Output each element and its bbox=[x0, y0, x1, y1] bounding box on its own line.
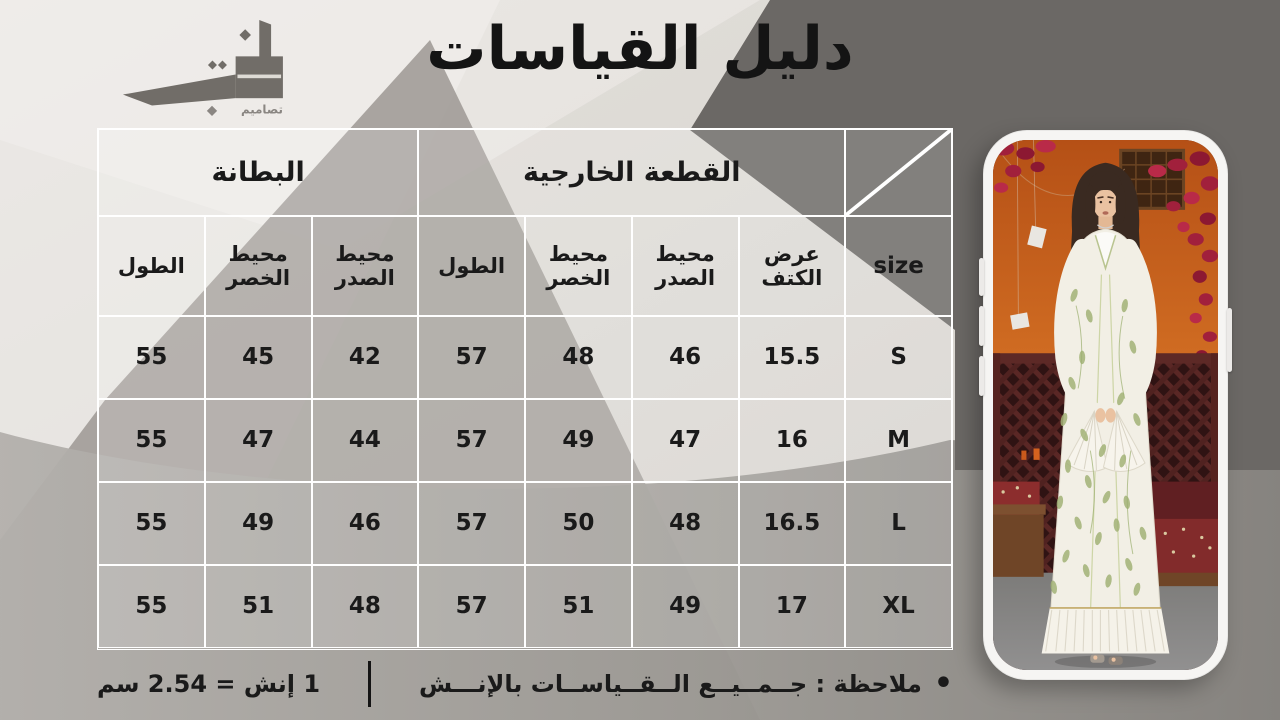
cell-l-lining-length: 55 bbox=[98, 482, 205, 565]
col-header-lining-length: الطول bbox=[98, 216, 205, 316]
phone-mockup bbox=[979, 130, 1232, 680]
cell-xl-outer-length: 57 bbox=[418, 565, 525, 648]
phone-volume-button bbox=[979, 258, 984, 296]
cell-l-lining-waist: 49 bbox=[204, 482, 312, 565]
cell-m-lining-waist: 47 bbox=[204, 399, 312, 482]
cell-s-size: S bbox=[845, 316, 952, 399]
cell-xl-lining-length: 55 bbox=[98, 565, 205, 648]
cell-m-outer-waist: 49 bbox=[525, 399, 632, 482]
cell-xl-lining-chest: 48 bbox=[311, 565, 419, 648]
cell-xl-lining-waist: 51 bbox=[204, 565, 312, 648]
col-header-lining-chest: محيط الصدر bbox=[311, 216, 419, 316]
cell-xl-shoulder: 17 bbox=[738, 565, 846, 648]
cell-m-shoulder: 16 bbox=[738, 399, 846, 482]
phone-mute-button bbox=[979, 356, 984, 396]
measurement-note: • ملاحظة : جــمــيــع الــقــياســات بال… bbox=[97, 658, 953, 710]
cell-s-lining-length: 55 bbox=[98, 316, 205, 399]
col-header-outer-waist: محيط الخصر bbox=[525, 216, 632, 316]
cell-l-outer-length: 57 bbox=[418, 482, 525, 565]
inch-conversion-text: 1 إنش = 2.54 سم bbox=[97, 670, 321, 698]
col-header-outer-chest: محيط الصدر bbox=[631, 216, 739, 316]
model-photo-illustration bbox=[993, 140, 1218, 670]
cell-xl-outer-chest: 49 bbox=[631, 565, 739, 648]
group-header-outer-piece: القطعة الخارجية bbox=[418, 129, 846, 216]
col-header-shoulder-width: عرض الكتف bbox=[738, 216, 846, 316]
cell-m-lining-chest: 44 bbox=[311, 399, 419, 482]
phone-power-button bbox=[1227, 308, 1232, 372]
cell-s-lining-chest: 42 bbox=[311, 316, 419, 399]
col-header-outer-length: الطول bbox=[418, 216, 525, 316]
cell-xl-size: XL bbox=[845, 565, 952, 648]
cell-m-lining-length: 55 bbox=[98, 399, 205, 482]
size-table: البطانة القطعة الخارجية الطول محيط الخصر… bbox=[97, 128, 953, 650]
cell-l-outer-waist: 50 bbox=[525, 482, 632, 565]
diagonal-line-icon bbox=[846, 130, 951, 215]
page-title: دليل القياسات bbox=[426, 14, 854, 84]
model-photo bbox=[993, 140, 1218, 670]
brand-logo: طيف تصاميم bbox=[112, 20, 312, 120]
bullet-icon: • bbox=[933, 666, 953, 701]
logo-wordmark-icon: تصاميم bbox=[122, 20, 283, 117]
col-header-size: size bbox=[845, 216, 952, 316]
cell-l-lining-chest: 46 bbox=[311, 482, 419, 565]
note-separator bbox=[368, 661, 372, 707]
cell-xl-outer-waist: 51 bbox=[525, 565, 632, 648]
col-header-lining-waist: محيط الخصر bbox=[204, 216, 312, 316]
cell-l-shoulder: 16.5 bbox=[738, 482, 846, 565]
note-text: ملاحظة : جــمــيــع الــقــياســات بالإن… bbox=[418, 670, 922, 698]
cell-m-outer-chest: 47 bbox=[631, 399, 739, 482]
cell-m-size: M bbox=[845, 399, 952, 482]
diagonal-corner-cell bbox=[845, 129, 952, 216]
cell-s-lining-waist: 45 bbox=[204, 316, 312, 399]
cell-l-outer-chest: 48 bbox=[631, 482, 739, 565]
cell-s-shoulder: 15.5 bbox=[738, 316, 846, 399]
phone-volume-button bbox=[979, 306, 984, 346]
cell-s-outer-chest: 46 bbox=[631, 316, 739, 399]
group-header-lining: البطانة bbox=[98, 129, 419, 216]
cell-s-outer-length: 57 bbox=[418, 316, 525, 399]
cell-l-size: L bbox=[845, 482, 952, 565]
cell-s-outer-waist: 48 bbox=[525, 316, 632, 399]
logo-tagline: تصاميم bbox=[241, 103, 283, 117]
cell-m-outer-length: 57 bbox=[418, 399, 525, 482]
